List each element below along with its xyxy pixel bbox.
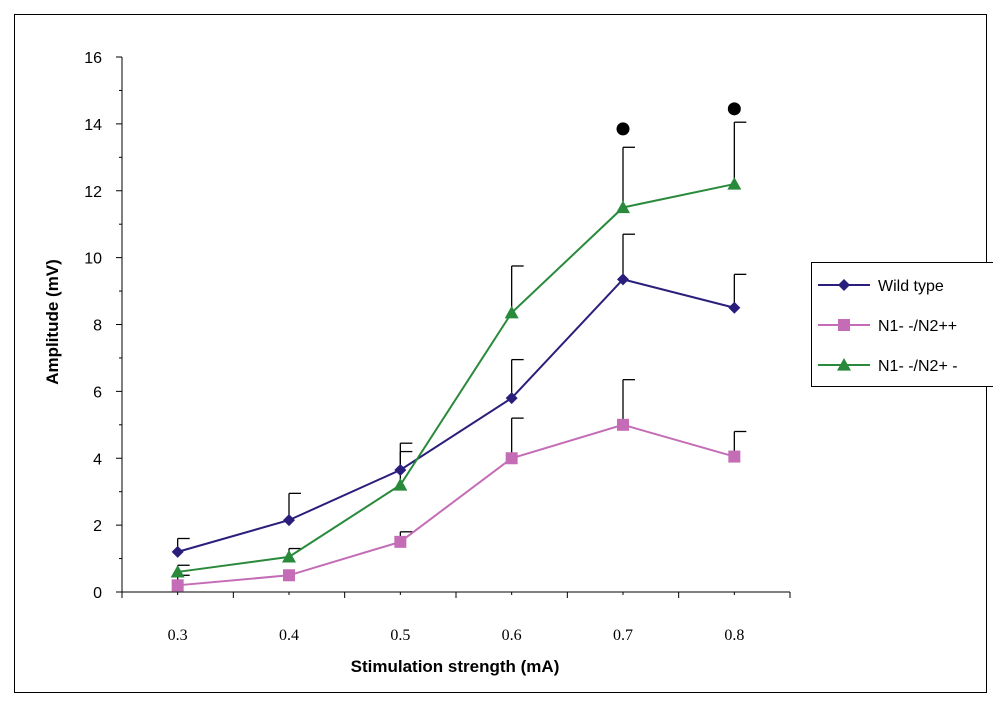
- y-tick-label: 6: [93, 384, 102, 401]
- data-point-series-3: [504, 305, 519, 319]
- y-tick-label: 4: [93, 451, 102, 468]
- series-line-1: [177, 278, 735, 553]
- data-point-series-1: [617, 273, 629, 286]
- data-point-series-2: [283, 569, 295, 582]
- series-line-2: [177, 423, 735, 587]
- x-tick-label: 0.6: [502, 627, 522, 644]
- plot-area: 0 2 4 6 8 10 12 14 16 0.3 0.4 0.5 0.6 0.7 0.8: [84, 50, 791, 644]
- y-tick-label: 10: [84, 251, 102, 268]
- data-point-series-3: [170, 564, 185, 578]
- y-tick-label: 12: [84, 184, 102, 201]
- y-tick-label: 8: [93, 318, 102, 335]
- data-point-series-3: [727, 177, 742, 190]
- data-point-series-2: [171, 579, 184, 592]
- data-point-series-1: [394, 463, 407, 476]
- data-point-series-3: [616, 200, 630, 214]
- x-tick-label: 0.4: [279, 627, 299, 644]
- y-axis-title: Amplitude (mV): [43, 259, 62, 385]
- series-line-3: [177, 183, 735, 573]
- data-point-series-3: [393, 478, 408, 491]
- data-point-series-2: [617, 418, 629, 431]
- data-point-series-2: [505, 452, 518, 465]
- legend-marker: [837, 358, 851, 371]
- y-tick-label: 0: [93, 585, 102, 602]
- x-tick-label: 0.8: [724, 627, 744, 644]
- legend-marker: [838, 319, 850, 331]
- x-tick-label: 0.3: [168, 627, 188, 644]
- x-axis-title: Stimulation strength (mA): [351, 657, 560, 676]
- significance-dot: [727, 102, 741, 116]
- legend-label: N1- -/N2+ -: [878, 358, 958, 375]
- x-tick-label: 0.5: [390, 627, 410, 644]
- y-tick-label: 2: [93, 518, 102, 535]
- data-point-series-2: [728, 450, 741, 463]
- legend-label: N1- -/N2++: [878, 318, 957, 335]
- legend-marker: [838, 279, 850, 291]
- x-tick-label: 0.7: [613, 627, 633, 644]
- data-point-series-1: [283, 514, 295, 527]
- y-tick-label: 16: [84, 50, 102, 67]
- data-point-series-1: [171, 545, 184, 558]
- data-point-series-1: [728, 301, 741, 314]
- data-point-series-2: [394, 535, 407, 548]
- data-point-series-1: [505, 392, 518, 405]
- y-tick-label: 14: [84, 117, 102, 134]
- legend: Wild type N1- -/N2++ N1- -/N2+ -: [811, 262, 993, 387]
- legend-label: Wild type: [878, 278, 944, 295]
- data-point-series-3: [282, 549, 296, 563]
- significance-dot: [616, 122, 630, 136]
